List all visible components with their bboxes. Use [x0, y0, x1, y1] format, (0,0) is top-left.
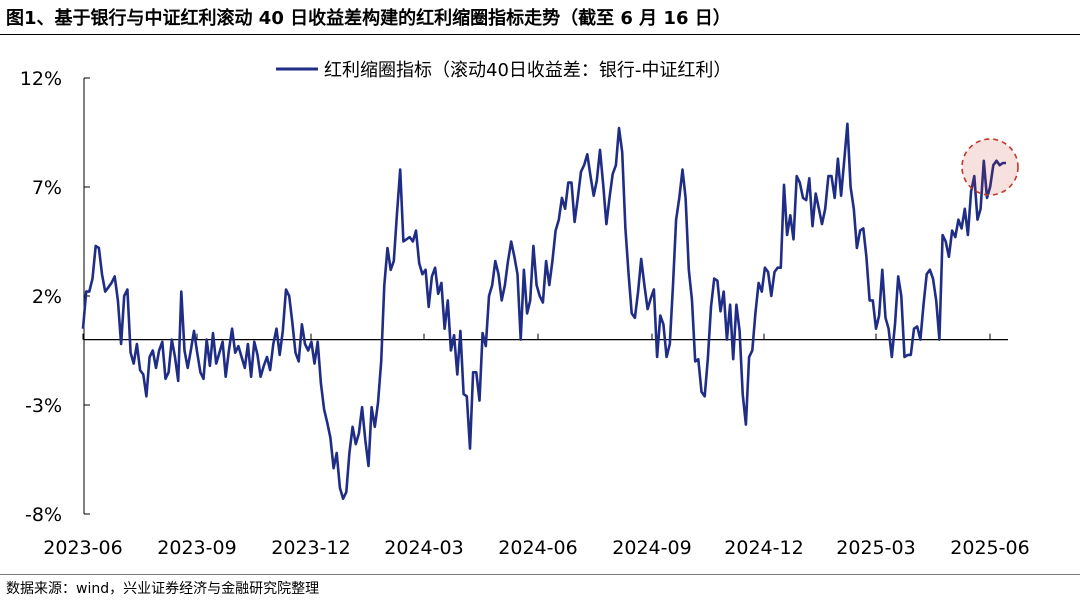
- x-tick-label: 2025-03: [836, 537, 915, 559]
- source-note: 数据来源：wind，兴业证券经济与金融研究院整理: [6, 581, 320, 597]
- highlight-circle: [961, 138, 1019, 196]
- source-divider: [0, 574, 1080, 575]
- y-tick-label: -3%: [25, 395, 62, 417]
- legend-label: 红利缩圈指标（滚动40日收益差：银行-中证红利）: [324, 60, 731, 81]
- legend: 红利缩圈指标（滚动40日收益差：银行-中证红利）: [276, 60, 731, 81]
- x-tick-label: 2024-12: [724, 537, 803, 559]
- y-tick-label: -8%: [25, 504, 62, 526]
- x-tick-label: 2024-03: [384, 537, 463, 559]
- x-axis: 2023-06 2023-09 2023-12 2024-03 2024-06 2024-…: [43, 333, 1030, 559]
- x-tick-label: 2023-12: [271, 537, 350, 559]
- chart-title: 图1、基于银行与中证红利滚动 40 日收益差构建的红利缩圈指标走势（截至 6 月…: [6, 8, 731, 29]
- y-axis: 12% 7% 2% -3% -8%: [20, 68, 90, 526]
- x-tick-label: 2023-09: [157, 537, 236, 559]
- x-tick-label: 2024-09: [612, 537, 691, 559]
- title-divider: [0, 34, 1080, 35]
- highlight-layer: [961, 138, 1019, 196]
- y-tick-label: 12%: [20, 68, 62, 90]
- series-layer: [81, 122, 1006, 501]
- x-tick-label: 2025-06: [950, 537, 1029, 559]
- x-tick-label: 2023-06: [43, 537, 122, 559]
- y-tick-label: 7%: [32, 177, 62, 199]
- series-line: [81, 122, 1006, 501]
- y-tick-label: 2%: [32, 286, 62, 308]
- line-chart: 12% 7% 2% -3% -8% 2023-06 2023-09 2023-12 2024-…: [20, 60, 1030, 559]
- x-tick-label: 2024-06: [498, 537, 577, 559]
